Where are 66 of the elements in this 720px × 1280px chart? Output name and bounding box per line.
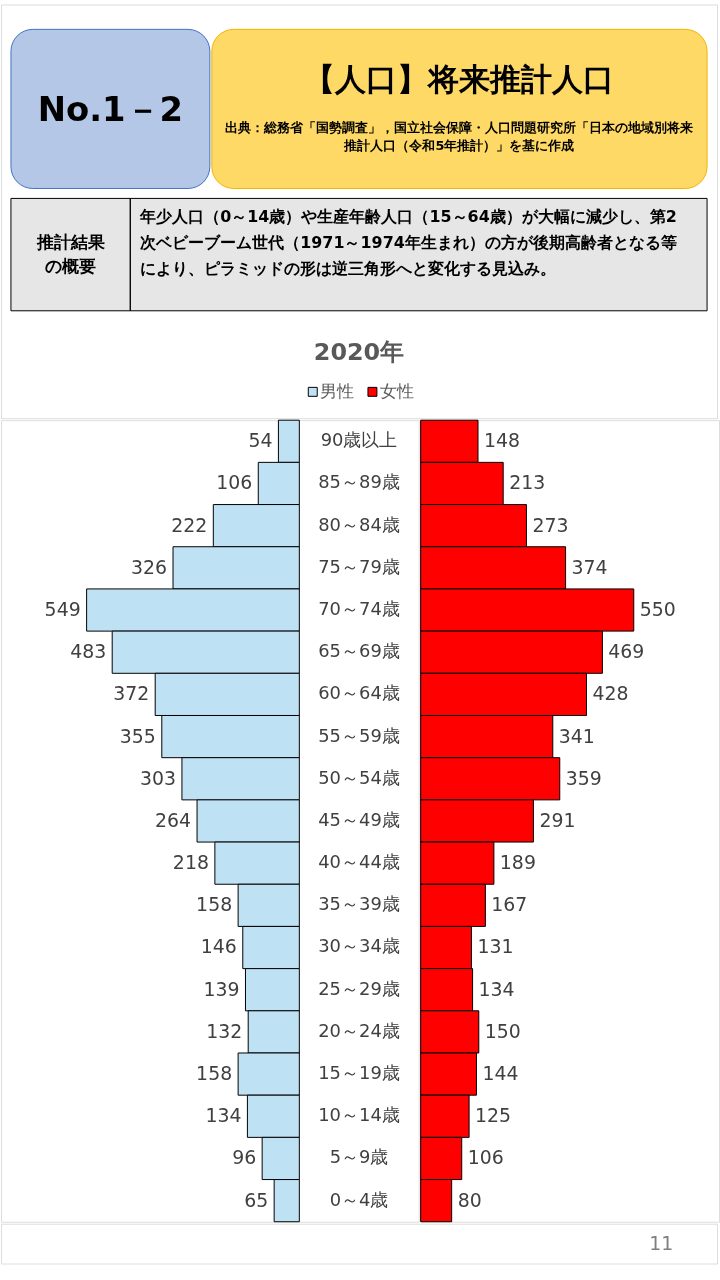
data-label: 218: [172, 851, 209, 874]
data-label: 355: [119, 724, 156, 747]
data-label: 134: [478, 977, 515, 1000]
data-label: 222: [171, 513, 208, 536]
data-label: 106: [467, 1146, 504, 1169]
data-label: 273: [532, 513, 569, 536]
y-tick-label: 35～39歳: [318, 893, 400, 915]
data-label: 550: [639, 597, 676, 620]
data-label: 264: [155, 808, 192, 831]
data-label: 132: [206, 1019, 243, 1042]
data-label: 326: [131, 555, 168, 578]
data-label: 146: [200, 935, 237, 958]
y-tick-label: 75～79歳: [318, 555, 400, 577]
source-note: 出典：総務省「国勢調査」，国立社会保障・人口問題研究所「日本の地域別将来推計人口（令和5年推計）」を基に作成: [225, 119, 694, 153]
data-label: 65: [244, 1188, 269, 1211]
y-tick-label: 5～9歳: [329, 1146, 389, 1168]
data-label: 158: [196, 1062, 233, 1085]
data-label: 80: [457, 1188, 482, 1211]
y-tick-label: 0～4歳: [329, 1188, 389, 1210]
y-tick-label: 15～19歳: [318, 1062, 400, 1084]
y-tick-label: 45～49歳: [318, 808, 400, 830]
data-label: 131: [477, 935, 514, 958]
data-label: 483: [70, 640, 107, 663]
y-tick-label: 80～84歳: [318, 513, 400, 535]
data-label: 372: [113, 682, 150, 705]
data-label: 96: [232, 1146, 257, 1169]
y-tick-label: 55～59歳: [318, 724, 400, 746]
y-tick-label: 65～69歳: [318, 640, 400, 662]
text: No.1－2: [37, 89, 184, 129]
y-tick-label: 10～14歳: [318, 1104, 400, 1126]
data-label: 125: [475, 1104, 512, 1127]
data-label: 469: [608, 640, 645, 663]
legend-label: 男性: [320, 381, 355, 402]
text: 推計結果の概要: [35, 232, 106, 277]
data-label: 158: [196, 893, 233, 916]
text: 11: [649, 1231, 674, 1254]
y-tick-label: 70～74歳: [318, 598, 400, 619]
text: 2020年: [313, 337, 405, 366]
data-label: 374: [571, 555, 608, 578]
y-tick-label: 30～34歳: [318, 935, 400, 957]
y-tick-label: 25～29歳: [318, 977, 400, 999]
text: 年少人口（0～14歳）や生産年齢人口（15～64歳）が大幅に減少し、第2次ベビーブーム世代（1971～1974年生まれ）の方が後期高齢者となる等により、ピラミッドの形は逆三角形へと変化する見込み。: [139, 207, 677, 278]
data-label: 167: [491, 893, 528, 916]
data-label: 148: [483, 429, 520, 452]
data-label: 359: [565, 766, 602, 789]
data-label: 144: [482, 1062, 519, 1085]
y-tick-label: 85～89歳: [318, 471, 400, 493]
legend-label: 女性: [379, 381, 414, 402]
data-label: 341: [558, 724, 595, 747]
y-tick-label: 20～24歳: [318, 1019, 400, 1041]
data-label: 291: [539, 808, 576, 831]
data-label: 213: [509, 471, 546, 494]
text: 【人口】将来推計人口: [304, 61, 615, 98]
y-tick-label: 90歳以上: [320, 429, 398, 451]
data-label: 134: [205, 1104, 242, 1127]
y-tick-label: 50～54歳: [318, 766, 400, 788]
y-tick-label: 40～44歳: [318, 851, 400, 873]
data-label: 549: [44, 597, 81, 620]
data-label: 303: [139, 766, 176, 789]
data-label: 54: [248, 429, 273, 452]
y-tick-label: 60～64歳: [318, 682, 400, 704]
data-label: 150: [484, 1019, 521, 1042]
data-label: 139: [203, 977, 240, 1000]
data-label: 428: [592, 682, 629, 705]
data-label: 189: [499, 851, 536, 874]
data-label: 106: [216, 471, 253, 494]
